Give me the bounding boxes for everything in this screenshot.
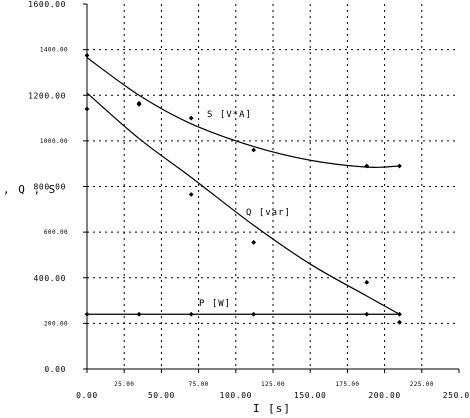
y-tick-label: 1600.00 <box>28 0 66 9</box>
x-tick-label-minor: 125.00 <box>261 381 285 388</box>
x-tick-label: 200.00 <box>368 391 401 400</box>
data-point <box>397 311 402 317</box>
x-tick-label-minor: 225.00 <box>410 381 434 388</box>
data-point <box>364 311 370 317</box>
y-tick-label-minor: 600.00 <box>44 229 68 236</box>
data-point <box>188 115 194 121</box>
data-point <box>136 101 142 107</box>
series-label: P [W] <box>199 299 231 309</box>
y-tick-label: 0.00 <box>44 365 66 374</box>
x-tick-label-minor: 25.00 <box>114 381 134 388</box>
x-tick-label-minor: 175.00 <box>335 381 359 388</box>
data-point <box>251 239 257 245</box>
grid <box>87 4 459 369</box>
y-tick-label-minor: 1400.00 <box>40 47 68 54</box>
series-label: S [V*A] <box>207 110 252 120</box>
data-point <box>84 106 90 112</box>
x-tick-label: 150.00 <box>294 391 327 400</box>
y-axis-title: P , Q , S <box>0 183 56 196</box>
data-points <box>84 52 402 325</box>
data-point <box>251 311 257 317</box>
data-point <box>364 163 370 169</box>
series-label: Q [var] <box>246 208 291 218</box>
y-tick-label: 800.00 <box>34 183 67 192</box>
series-fit-line <box>86 92 400 315</box>
axes <box>83 3 460 373</box>
y-tick-label: 1200.00 <box>28 91 66 100</box>
tick-labels: 0.00 50.00 100.00 150.00 200.00 250.00 25.00 75… <box>28 0 470 400</box>
x-tick-label: 250.00 <box>443 391 470 400</box>
data-point <box>397 163 402 169</box>
y-tick-label-minor: 200.00 <box>44 320 68 327</box>
x-axis-title: I [s] <box>253 402 291 415</box>
data-point <box>188 192 194 197</box>
data-point <box>84 311 90 317</box>
data-point <box>364 279 370 285</box>
series-labels: S [V*A] Q [var] P [W] <box>199 110 291 309</box>
data-point <box>188 311 194 317</box>
y-tick-label: 400.00 <box>34 274 67 283</box>
y-tick-label-minor: 1000.00 <box>40 138 68 145</box>
fit-curves <box>86 57 400 315</box>
data-point <box>397 319 402 325</box>
data-point <box>251 147 257 153</box>
x-tick-label: 0.00 <box>76 391 98 400</box>
x-tick-label: 100.00 <box>220 391 253 400</box>
x-tick-label-minor: 75.00 <box>189 381 209 388</box>
data-point <box>136 311 142 317</box>
data-point <box>84 52 90 58</box>
x-tick-label: 50.00 <box>148 391 175 400</box>
